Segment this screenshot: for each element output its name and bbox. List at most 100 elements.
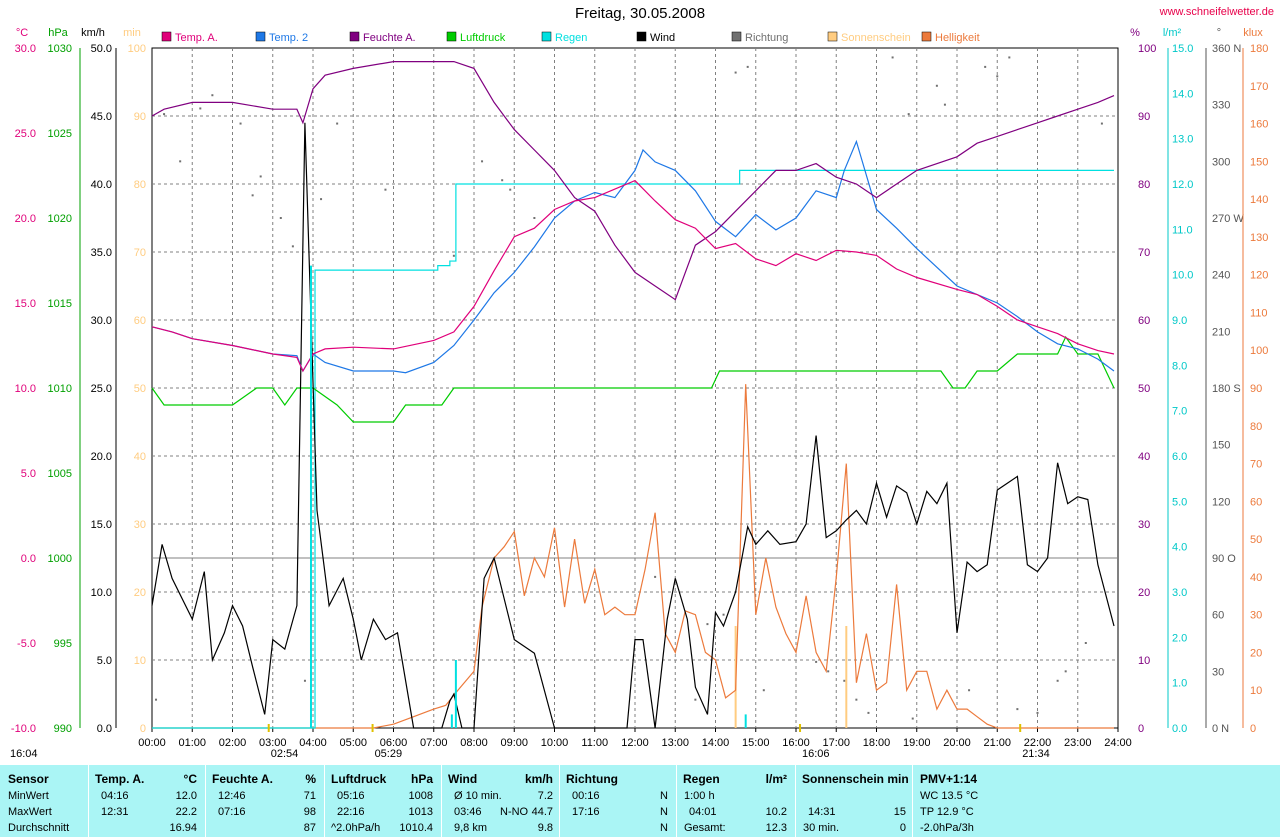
x-tick-label: 12:00 [621, 737, 649, 749]
richtung-point [320, 198, 323, 201]
temp-max-time: 12:31 [101, 806, 129, 818]
lm2-tick-label: 6.0 [1172, 451, 1187, 463]
stats-table: Sensor MinWert MaxWert Durchschnitt Temp… [0, 765, 1280, 837]
klux-tick-label: 110 [1250, 307, 1268, 319]
x-tick-label: 06:00 [380, 737, 408, 749]
hpa-tick-label: 1015 [48, 298, 72, 310]
divider [441, 765, 442, 837]
richtung-avg-value: N [660, 822, 668, 834]
durchschnitt-label: Durchschnitt [8, 822, 70, 834]
richtung-point [251, 194, 254, 197]
x-tick-label: 01:00 [178, 737, 206, 749]
richtung-point [279, 217, 282, 219]
lm2-tick-label: 13.0 [1172, 134, 1193, 146]
deg-tick-label: 240 [1212, 270, 1230, 282]
luftdruck-min-value: 1008 [408, 790, 433, 802]
richtung-point [533, 217, 536, 219]
temp-a-line [151, 179, 1115, 373]
helligkeit-line [152, 384, 1114, 729]
event-label: 02:54 [271, 748, 299, 760]
pct-axis-unit: % [1130, 27, 1140, 39]
wind-header: Wind [448, 772, 478, 786]
pct-tick-label: 70 [1138, 247, 1150, 259]
lm2-tick-label: 5.0 [1172, 496, 1187, 508]
pmv-header: PMV+1:14 [920, 772, 978, 786]
temp-tick-label: 25.0 [15, 128, 36, 140]
temp-header: Temp. A. [95, 772, 145, 786]
klux-tick-label: 60 [1250, 496, 1262, 508]
feuchte-max-value: 98 [303, 806, 316, 818]
richtung-point [1064, 670, 1067, 673]
richtung-point [996, 75, 999, 78]
richtung-min-time: 00:16 [572, 790, 600, 802]
pct-tick-label: 50 [1138, 383, 1150, 395]
temp-tick-label: 30.0 [15, 43, 36, 55]
legend-swatch [255, 31, 266, 42]
klux-tick-label: 20 [1250, 647, 1262, 659]
x-tick-label: 24:00 [1104, 737, 1132, 749]
chart-title: Freitag, 30.05.2008 [574, 5, 706, 22]
sonne-period-label: 30 min. [803, 822, 840, 834]
min-tick-label: 30 [134, 519, 146, 531]
klux-tick-label: 140 [1250, 194, 1268, 206]
deg-tick-label: 60 [1212, 610, 1224, 622]
deg-tick-label: 0 N [1212, 723, 1229, 735]
klux-tick-label: 30 [1250, 610, 1262, 622]
temp-axis-unit: °C [16, 27, 28, 39]
divider [676, 765, 677, 837]
hpa-tick-label: 995 [54, 638, 72, 650]
lm2-tick-label: 9.0 [1172, 315, 1187, 327]
min-tick-label: 100 [128, 43, 146, 55]
richtung-point [1016, 708, 1019, 711]
lm2-tick-label: 10.0 [1172, 270, 1193, 282]
wind-line [151, 122, 1115, 729]
lm2-tick-label: 4.0 [1172, 542, 1187, 554]
deg-tick-label: 330 [1212, 100, 1230, 112]
row-label-column: Sensor MinWert MaxWert Durchschnitt [0, 765, 88, 837]
richtung-header: Richtung [566, 772, 618, 786]
temp-tick-label: -5.0 [17, 638, 36, 650]
lm2-tick-label: 2.0 [1172, 632, 1187, 644]
legend-label: Richtung [745, 32, 788, 44]
wind-max-direction: N-NO [500, 806, 529, 818]
legend-swatch [827, 31, 838, 42]
wind-avg10-label: Ø 10 min. [454, 790, 502, 802]
temp-avg-value: 16.94 [169, 822, 197, 834]
luftdruck-max-value: 1013 [408, 806, 433, 818]
richtung-point [935, 84, 938, 87]
x-tick-label: 10:00 [541, 737, 569, 749]
temp-tick-label: 10.0 [15, 383, 36, 395]
richtung-point [1100, 122, 1103, 125]
regen-column: Regen l/m² 1:00 h 04:01 10.2 Gesamt: 12.… [677, 765, 795, 837]
pmv-windchill: WC 13.5 °C [920, 790, 979, 802]
feuchte-min-time: 12:46 [218, 790, 246, 802]
wind-avg10-value: 7.2 [537, 790, 553, 802]
lm2-tick-label: 7.0 [1172, 406, 1187, 418]
temp-min-value: 12.0 [175, 790, 197, 802]
sonne-max-value: 15 [893, 806, 906, 818]
site-link[interactable]: www.schneifelwetter.de [1159, 6, 1274, 18]
min-tick-label: 10 [134, 655, 146, 667]
regen-hour-label: 1:00 h [684, 790, 715, 802]
hpa-tick-label: 1010 [48, 383, 72, 395]
klux-tick-label: 80 [1250, 421, 1262, 433]
maxwert-label: MaxWert [8, 806, 52, 818]
time-left-label: 16:04 [10, 748, 38, 760]
wind-unit: km/h [524, 772, 553, 786]
kmh-tick-label: 5.0 [97, 655, 112, 667]
minwert-label: MinWert [8, 790, 49, 802]
regen-total-value: 12.3 [765, 822, 787, 834]
x-tick-label: 20:00 [943, 737, 971, 749]
richtung-max-time: 17:16 [572, 806, 600, 818]
richtung-point [239, 122, 242, 125]
legend-swatch [349, 31, 360, 42]
pmv-dewpoint: TP 12.9 °C [920, 806, 974, 818]
hpa-tick-label: 1030 [48, 43, 72, 55]
deg-tick-label: 300 [1212, 156, 1230, 168]
weather-chart: 30.025.020.015.010.05.00.0-5.0-10.0°C103… [10, 27, 1268, 760]
legend-label: Temp. 2 [269, 32, 308, 44]
deg-tick-label: 360 N [1212, 43, 1241, 55]
luftdruck-min-time: 05:16 [337, 790, 365, 802]
x-tick-label: 00:00 [138, 737, 166, 749]
luftdruck-avg-value: 1010.4 [399, 822, 433, 834]
